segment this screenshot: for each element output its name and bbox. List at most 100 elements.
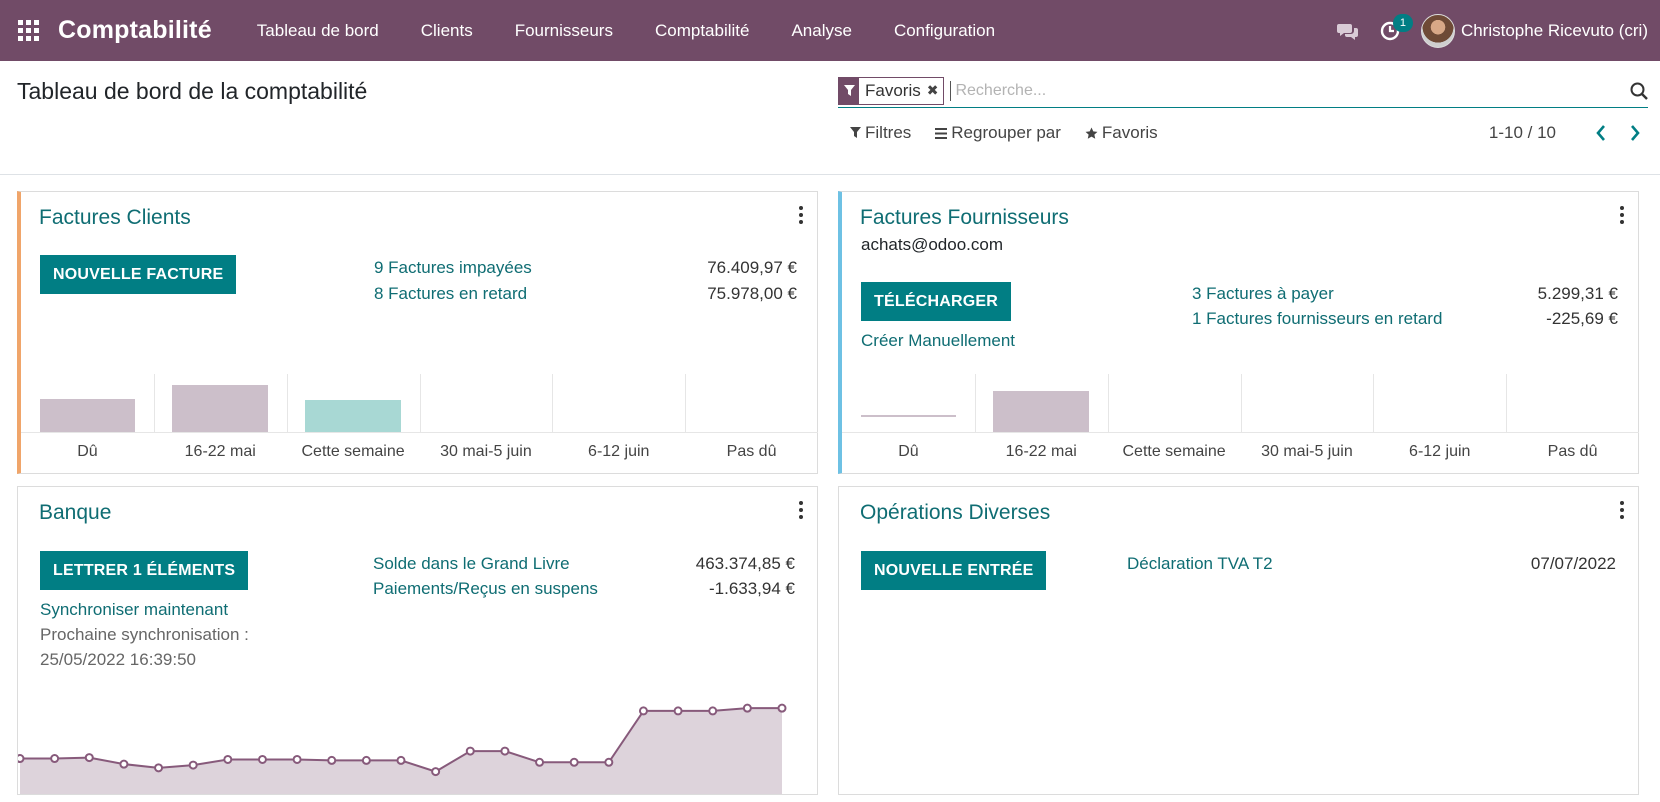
facet-remove-icon[interactable]: ✖ xyxy=(926,82,939,98)
chart-point[interactable] xyxy=(673,706,683,716)
chart-bar[interactable] xyxy=(860,415,957,418)
ledger-balance-link[interactable]: Solde dans le Grand Livre xyxy=(373,554,570,573)
card-title[interactable]: Banque xyxy=(39,501,112,524)
user-name: Christophe Ricevuto (cri) xyxy=(1460,20,1648,40)
chart-point[interactable] xyxy=(361,755,371,765)
apps-menu-icon[interactable] xyxy=(0,0,58,61)
card-title[interactable]: Factures Clients xyxy=(39,206,191,229)
misc-operations-card: Opérations Diverses NOUVELLE ENTRÉE Décl… xyxy=(838,486,1639,795)
chart-tick-label: Cette semaine xyxy=(1122,443,1226,460)
pager-next-icon[interactable] xyxy=(1624,125,1646,141)
chart-gridline xyxy=(1240,374,1242,432)
chart-bar[interactable] xyxy=(172,384,269,432)
chart-point[interactable] xyxy=(604,757,614,767)
chart-point[interactable] xyxy=(742,703,752,713)
chart-gridline xyxy=(685,374,687,432)
search-options: Filtres Regrouper par Favoris xyxy=(850,123,1182,143)
chart-point[interactable] xyxy=(708,706,718,716)
search-icon[interactable] xyxy=(1618,82,1648,100)
chart-tick-label: 16-22 mai xyxy=(184,443,256,460)
chart-gridline xyxy=(1107,374,1109,432)
chart-point[interactable] xyxy=(18,754,25,764)
chart-point[interactable] xyxy=(431,767,441,777)
chart-bar[interactable] xyxy=(305,400,401,432)
chart-point[interactable] xyxy=(84,753,94,763)
chart-point[interactable] xyxy=(154,763,164,773)
favorites-button[interactable]: Favoris xyxy=(1085,123,1158,143)
create-manually-link[interactable]: Créer Manuellement xyxy=(861,331,1016,350)
unpaid-invoices-amount: 76.409,97 € xyxy=(707,258,797,277)
chart-gridline xyxy=(974,374,976,432)
menu-configuration[interactable]: Configuration xyxy=(893,20,996,40)
menu-reporting[interactable]: Analyse xyxy=(791,20,852,40)
chart-gridline xyxy=(1373,374,1375,432)
filters-button[interactable]: Filtres xyxy=(850,123,911,143)
upload-button[interactable]: TÉLÉCHARGER xyxy=(861,282,1011,321)
menu-accounting[interactable]: Comptabilité xyxy=(654,20,750,40)
pager-previous-icon[interactable] xyxy=(1590,125,1612,141)
chart-tick-label: Pas dû xyxy=(1547,443,1598,460)
card-menu-icon[interactable] xyxy=(794,500,808,520)
new-invoice-button[interactable]: NOUVELLE FACTURE xyxy=(40,255,237,294)
bank-card: Banque LETTRER 1 ÉLÉMENTS Synchroniser m… xyxy=(17,486,818,795)
chart-bar[interactable] xyxy=(993,391,1090,432)
filter-icon xyxy=(850,127,861,138)
chart-point[interactable] xyxy=(223,754,233,764)
chart-point[interactable] xyxy=(465,746,475,756)
late-bills-link[interactable]: 1 Factures fournisseurs en retard xyxy=(1192,309,1443,328)
invoices-aging-chart: Dû 16-22 mai Cette semaine 30 mai-5 juin 6-1… xyxy=(21,374,818,473)
pending-payments-amount: -1.633,94 € xyxy=(708,579,795,598)
vat-declaration-link[interactable]: Déclaration TVA T2 xyxy=(1127,554,1273,573)
card-menu-icon[interactable] xyxy=(794,205,808,225)
search-bar: Favoris ✖ xyxy=(838,74,1648,108)
menu-vendors[interactable]: Fournisseurs xyxy=(514,20,613,40)
bills-to-pay-amount: 5.299,31 € xyxy=(1537,284,1618,303)
chart-point[interactable] xyxy=(257,754,267,764)
chart-tick-label: Dû xyxy=(77,443,98,460)
card-menu-icon[interactable] xyxy=(1615,205,1629,225)
chart-tick-label: 30 mai-5 juin xyxy=(1261,443,1353,460)
new-entry-button[interactable]: NOUVELLE ENTRÉE xyxy=(861,551,1047,590)
card-title[interactable]: Factures Fournisseurs xyxy=(860,206,1069,229)
sync-now-link[interactable]: Synchroniser maintenant xyxy=(40,600,229,619)
chart-point[interactable] xyxy=(396,755,406,765)
card-title[interactable]: Opérations Diverses xyxy=(860,501,1051,524)
page-title: Tableau de bord de la comptabilité xyxy=(17,78,368,104)
chart-point[interactable] xyxy=(327,755,337,765)
chart-point[interactable] xyxy=(535,757,545,767)
groupby-button[interactable]: Regrouper par xyxy=(935,123,1061,143)
unpaid-invoices-link[interactable]: 9 Factures impayées xyxy=(374,258,532,277)
bills-to-pay-link[interactable]: 3 Factures à payer xyxy=(1192,284,1334,303)
vendor-bills-card: Factures Fournisseurs achats@odoo.com TÉ… xyxy=(838,191,1639,474)
chart-point[interactable] xyxy=(292,754,302,764)
customer-invoices-card: Factures Clients NOUVELLE FACTURE 9 Fact… xyxy=(17,191,818,474)
filters-label: Filtres xyxy=(865,123,912,142)
activity-clock-icon[interactable]: 1 xyxy=(1369,0,1413,61)
chart-point[interactable] xyxy=(500,746,510,756)
chart-point[interactable] xyxy=(188,760,198,770)
chart-point[interactable] xyxy=(638,706,648,716)
chat-icon[interactable] xyxy=(1327,0,1369,61)
chart-baseline xyxy=(21,432,818,433)
chart-gridline xyxy=(153,374,155,432)
pager-value[interactable]: 1-10 / 10 xyxy=(1488,123,1556,142)
app-name[interactable]: Comptabilité xyxy=(58,16,212,44)
user-menu[interactable]: Christophe Ricevuto (cri) xyxy=(1411,13,1660,48)
chart-point[interactable] xyxy=(50,754,60,764)
chart-area xyxy=(20,708,782,794)
menu-dashboard[interactable]: Tableau de bord xyxy=(256,20,379,40)
chart-point[interactable] xyxy=(569,757,579,767)
reconcile-button[interactable]: LETTRER 1 ÉLÉMENTS xyxy=(40,551,249,590)
chart-gridline xyxy=(286,374,288,432)
late-invoices-link[interactable]: 8 Factures en retard xyxy=(374,284,528,303)
pending-payments-link[interactable]: Paiements/Reçus en suspens xyxy=(373,579,598,598)
search-input[interactable] xyxy=(950,80,1618,101)
navbar-systray: 1 Christophe Ricevuto (cri) xyxy=(1327,0,1660,61)
menu-customers[interactable]: Clients xyxy=(420,20,473,40)
chart-point[interactable] xyxy=(777,703,787,713)
chart-point[interactable] xyxy=(119,759,129,769)
favorites-label: Favoris xyxy=(1101,123,1158,142)
chart-tick-label: Dû xyxy=(898,443,919,460)
chart-bar[interactable] xyxy=(39,399,136,432)
card-menu-icon[interactable] xyxy=(1615,500,1629,520)
